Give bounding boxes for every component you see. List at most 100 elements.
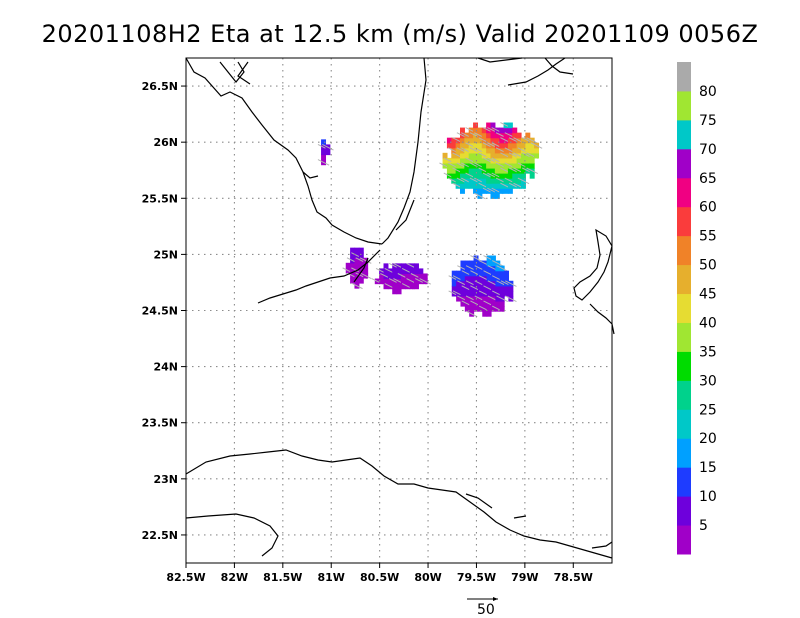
wind-cell xyxy=(507,183,513,189)
wind-cell xyxy=(409,273,415,280)
wind-cell xyxy=(460,285,466,292)
wind-cell xyxy=(486,147,492,154)
x-tick-label: 80W xyxy=(414,571,441,584)
wind-cell xyxy=(455,173,461,179)
wind-cell xyxy=(512,162,518,169)
wind-cell xyxy=(477,306,483,312)
colorbar-swatch xyxy=(677,90,691,121)
wind-arrow xyxy=(359,272,372,279)
wind-cell xyxy=(468,132,474,139)
wind-cell xyxy=(494,183,500,189)
x-tick-label: 82W xyxy=(221,571,248,584)
wind-cell xyxy=(468,162,474,169)
colorbar-swatch xyxy=(677,322,691,352)
wind-cell xyxy=(477,157,483,164)
wind-cell xyxy=(486,290,492,297)
wind-cell xyxy=(350,252,356,259)
wind-cell xyxy=(459,183,465,189)
wind-cell xyxy=(486,137,492,144)
wind-arrow xyxy=(496,295,508,302)
wind-cell xyxy=(481,127,487,134)
wind-cell xyxy=(358,262,364,269)
wind-cell xyxy=(442,157,448,164)
wind-cell xyxy=(486,167,492,174)
wind-cell xyxy=(490,285,496,292)
colorbar-swatch xyxy=(677,380,691,410)
wind-cell xyxy=(499,137,505,144)
wind-cell xyxy=(520,152,526,159)
wind-cell xyxy=(464,306,470,312)
wind-cell xyxy=(414,283,419,290)
wind-cell xyxy=(396,283,402,290)
y-tick-label: 22.5N xyxy=(142,529,178,542)
wind-cell xyxy=(455,142,461,149)
colorbar-swatch xyxy=(677,438,691,468)
wind-cell xyxy=(383,283,389,290)
wind-cell xyxy=(379,278,385,285)
colorbar-swatch xyxy=(677,235,691,266)
wind-cell xyxy=(490,260,496,267)
wind-cell xyxy=(473,275,479,282)
wind-cell xyxy=(460,275,466,282)
wind-cell xyxy=(534,147,540,154)
wind-cell xyxy=(516,142,522,149)
wind-cell xyxy=(464,260,470,267)
wind-cell xyxy=(400,263,406,270)
wind-cell xyxy=(499,167,505,174)
wind-cell xyxy=(504,285,510,292)
wind-cell xyxy=(383,268,389,275)
wind-cell xyxy=(499,157,505,164)
wind-cell xyxy=(446,162,452,169)
wind-cell xyxy=(387,278,393,285)
wind-cell xyxy=(321,139,327,146)
wind-cell xyxy=(499,152,505,159)
colorbar-swatch xyxy=(677,525,691,555)
wind-cell xyxy=(495,285,501,292)
y-tick-label: 24N xyxy=(153,361,178,374)
colorbar-label: 25 xyxy=(699,402,717,418)
wind-cell xyxy=(464,142,470,149)
wind-cell xyxy=(460,290,466,297)
wind-cell xyxy=(446,167,452,174)
wind-cell xyxy=(459,188,465,194)
florida-west-coast xyxy=(185,57,383,245)
x-tick-label: 81.5W xyxy=(263,571,302,584)
wind-cell xyxy=(503,132,509,139)
x-axis-ticks: 82.5W 82W 81.5W 81W 80.5W 80W 79.5W 79W 78.5W xyxy=(166,563,593,584)
colorbar-swatch xyxy=(677,177,691,208)
wind-cell xyxy=(383,263,389,270)
wind-cell xyxy=(481,173,487,179)
wind-cell xyxy=(482,311,488,317)
wind-cell xyxy=(490,193,496,199)
wind-arrow xyxy=(419,278,432,285)
wind-cell xyxy=(464,290,470,297)
wind-cell xyxy=(486,260,492,267)
wind-cell xyxy=(460,270,466,277)
wind-cell xyxy=(482,265,488,272)
wind-cell xyxy=(534,152,540,159)
wind-cell xyxy=(422,273,428,280)
wind-cell xyxy=(482,280,488,287)
wind-cell xyxy=(486,311,492,317)
wind-cell xyxy=(418,268,424,275)
wind-cell xyxy=(455,162,461,169)
wind-cell xyxy=(481,178,487,184)
x-tick-label: 79.5W xyxy=(457,571,496,584)
wind-cell xyxy=(350,262,356,269)
colorbar-label: 75 xyxy=(699,113,717,129)
wind-cell xyxy=(486,306,492,312)
colorbar-swatch xyxy=(677,467,691,497)
gridlines xyxy=(186,58,612,563)
colorbar-label: 45 xyxy=(699,287,717,303)
wind-cell xyxy=(464,173,470,179)
wind-arrow xyxy=(491,260,504,267)
wind-cell xyxy=(499,285,505,292)
wind-cell xyxy=(354,257,360,264)
wind-cell xyxy=(490,275,496,282)
wind-arrow xyxy=(505,295,517,302)
wind-arrow xyxy=(526,137,539,144)
wind-cell xyxy=(477,137,483,144)
wind-cell xyxy=(490,152,496,159)
wind-cell xyxy=(495,280,501,287)
wind-cell xyxy=(477,260,483,267)
